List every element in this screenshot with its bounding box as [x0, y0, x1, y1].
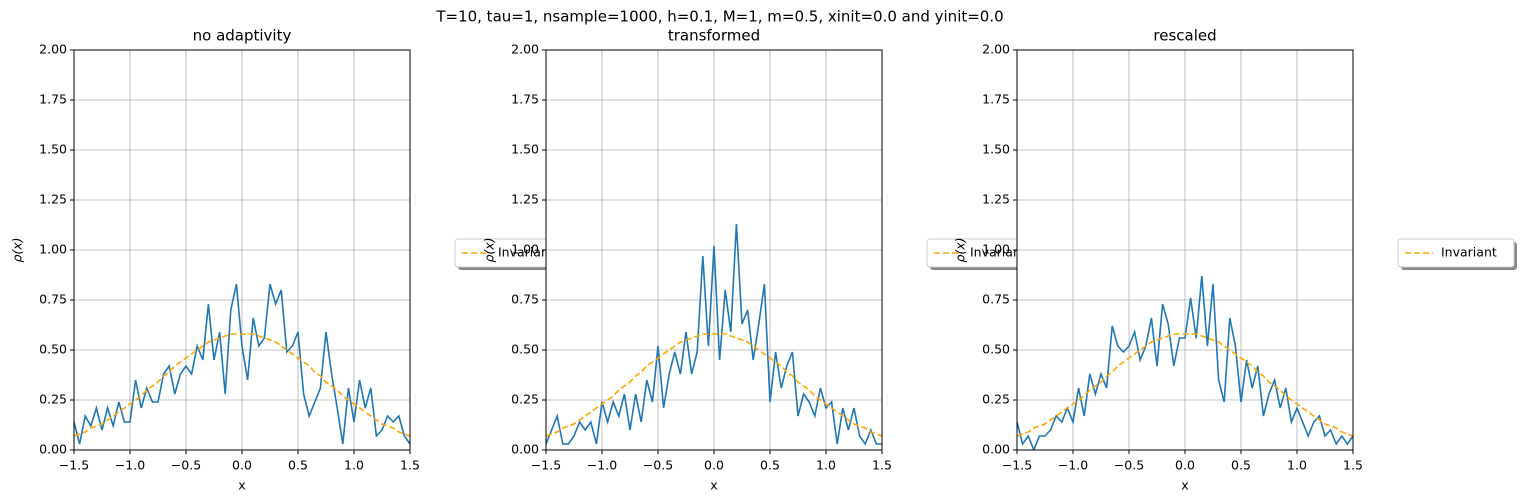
x-tick-label: 1.5 [400, 458, 420, 473]
x-tick-label: 0.5 [760, 458, 780, 473]
x-tick-label: −1.0 [1058, 458, 1088, 473]
x-tick-label: −1.5 [59, 458, 89, 473]
x-tick-label: 1.5 [872, 458, 892, 473]
figure-title: T=10, tau=1, nsample=1000, h=0.1, M=1, m… [435, 8, 1003, 26]
y-tick-label: 2.00 [511, 42, 539, 57]
x-axis-label: x [238, 478, 245, 493]
series-line [1017, 275, 1353, 450]
legend-label: Invariant [498, 245, 554, 260]
x-tick-label: 1.0 [1287, 458, 1307, 473]
axes-title: no adaptivity [193, 27, 292, 45]
series-line [1017, 333, 1353, 437]
series-line [546, 333, 882, 437]
x-tick-label: 0.0 [232, 458, 252, 473]
x-tick-label: −1.0 [587, 458, 617, 473]
x-tick-label: 0.0 [704, 458, 724, 473]
y-tick-label: 0.00 [39, 442, 67, 457]
legend-box [1397, 238, 1515, 268]
y-tick-label: 2.00 [982, 42, 1010, 57]
y-tick-label: 0.75 [39, 292, 67, 307]
axes-title: rescaled [1153, 27, 1216, 45]
y-tick-label: 1.75 [982, 92, 1010, 107]
y-tick-label: 2.00 [39, 42, 67, 57]
y-tick-label: 1.00 [982, 242, 1010, 257]
series-line [546, 223, 882, 446]
y-tick-label: 0.25 [39, 392, 67, 407]
y-tick-label: 1.50 [982, 142, 1010, 157]
x-tick-label: −1.5 [1002, 458, 1032, 473]
y-tick-label: 0.75 [982, 292, 1010, 307]
x-axis-label: x [1181, 478, 1188, 493]
series-line [74, 333, 410, 437]
y-tick-label: 0.25 [511, 392, 539, 407]
y-tick-label: 0.00 [982, 442, 1010, 457]
y-tick-label: 1.75 [39, 92, 67, 107]
axes-frame [1016, 49, 1354, 451]
x-tick-label: 0.0 [1175, 458, 1195, 473]
x-tick-label: −1.0 [115, 458, 145, 473]
y-tick-label: 0.75 [511, 292, 539, 307]
y-tick-label: 1.75 [511, 92, 539, 107]
x-tick-label: 1.0 [816, 458, 836, 473]
x-tick-label: 1.5 [1343, 458, 1363, 473]
axes-frame [73, 49, 411, 451]
x-tick-label: 1.0 [344, 458, 364, 473]
y-tick-label: 1.25 [39, 192, 67, 207]
x-axis-label: x [710, 478, 717, 493]
x-tick-label: −0.5 [1114, 458, 1144, 473]
x-tick-label: 0.5 [1231, 458, 1251, 473]
y-tick-label: 0.00 [511, 442, 539, 457]
axes-frame [545, 49, 883, 451]
x-tick-label: −0.5 [643, 458, 673, 473]
y-tick-label: 1.25 [511, 192, 539, 207]
legend-label: Invariant [1441, 245, 1497, 260]
x-tick-label: −1.5 [531, 458, 561, 473]
y-tick-label: 0.50 [39, 342, 67, 357]
y-tick-label: 0.25 [982, 392, 1010, 407]
y-tick-label: 1.00 [39, 242, 67, 257]
axes-title: transformed [668, 27, 760, 45]
y-tick-label: 1.25 [982, 192, 1010, 207]
series-line [74, 283, 410, 445]
y-axis-label: ρ(x) [953, 237, 968, 262]
y-tick-label: 1.50 [39, 142, 67, 157]
legend-label: Invariant [970, 245, 1026, 260]
y-tick-label: 0.50 [982, 342, 1010, 357]
x-tick-label: 0.5 [288, 458, 308, 473]
x-tick-label: −0.5 [171, 458, 201, 473]
y-tick-label: 1.00 [511, 242, 539, 257]
y-tick-label: 1.50 [511, 142, 539, 157]
y-axis-label: ρ(x) [10, 237, 25, 262]
y-tick-label: 0.50 [511, 342, 539, 357]
y-axis-label: ρ(x) [482, 237, 497, 262]
